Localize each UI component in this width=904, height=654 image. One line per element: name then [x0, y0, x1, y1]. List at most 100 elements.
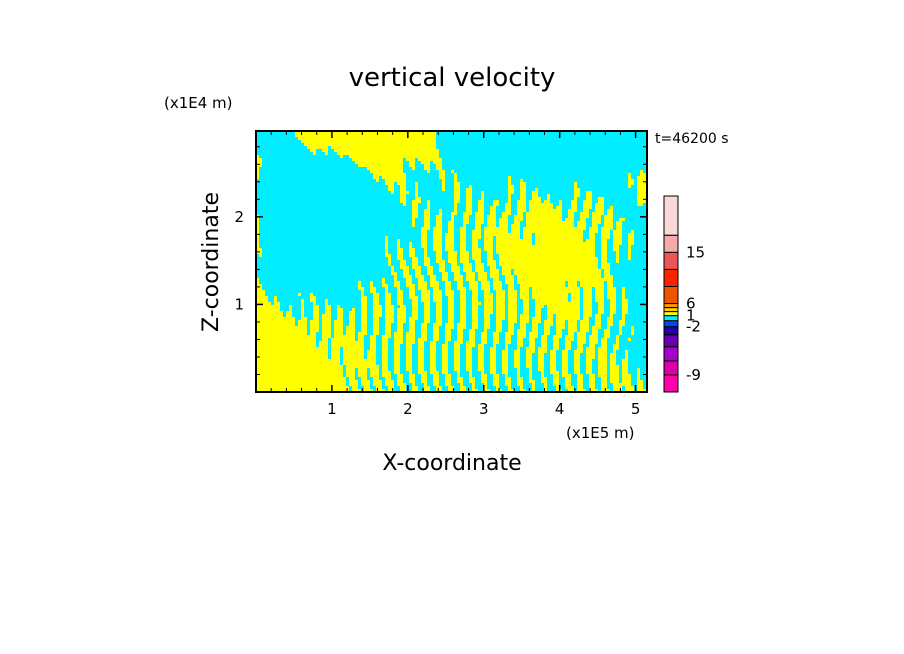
- field-negative-region: [607, 344, 613, 347]
- field-negative-region: [532, 371, 541, 374]
- field-negative-region: [478, 311, 484, 314]
- field-negative-region: [484, 356, 490, 359]
- field-negative-region: [442, 245, 445, 248]
- field-negative-region: [595, 353, 598, 356]
- field-negative-region: [430, 290, 433, 293]
- field-negative-region: [562, 206, 571, 209]
- field-negative-region: [550, 329, 556, 332]
- field-negative-region: [580, 194, 586, 197]
- field-negative-region: [610, 272, 647, 275]
- field-negative-region: [478, 308, 484, 311]
- field-negative-region: [619, 254, 628, 257]
- field-negative-region: [256, 272, 391, 275]
- field-negative-region: [472, 203, 478, 206]
- field-negative-region: [382, 380, 385, 383]
- field-negative-region: [616, 290, 622, 293]
- field-negative-region: [418, 212, 424, 215]
- field-negative-region: [355, 317, 361, 320]
- field-negative-region: [412, 350, 418, 353]
- field-negative-region: [493, 242, 496, 245]
- field-negative-region: [454, 170, 640, 173]
- field-negative-region: [448, 344, 454, 347]
- field-negative-region: [628, 359, 647, 362]
- field-negative-region: [505, 311, 508, 314]
- field-negative-region: [442, 230, 448, 233]
- field-negative-region: [400, 245, 409, 248]
- field-negative-region: [505, 293, 508, 296]
- field-negative-region: [559, 374, 562, 377]
- field-negative-region: [460, 347, 466, 350]
- field-negative-region: [613, 323, 619, 326]
- field-negative-region: [259, 239, 385, 242]
- field-negative-region: [463, 281, 469, 284]
- field-negative-region: [316, 299, 325, 302]
- field-negative-region: [508, 368, 517, 371]
- field-negative-region: [526, 206, 529, 209]
- field-negative-region: [640, 371, 647, 374]
- field-negative-region: [502, 323, 508, 326]
- field-negative-region: [256, 266, 391, 269]
- field-negative-region: [631, 248, 647, 251]
- field-negative-region: [565, 281, 568, 284]
- field-negative-region: [604, 212, 607, 215]
- field-negative-region: [601, 272, 604, 275]
- field-negative-region: [259, 278, 382, 281]
- field-negative-region: [424, 353, 430, 356]
- field-negative-region: [379, 377, 385, 380]
- field-negative-region: [430, 320, 436, 323]
- field-negative-region: [616, 353, 625, 356]
- field-negative-region: [547, 341, 553, 344]
- field-negative-region: [598, 227, 601, 230]
- field-negative-region: [409, 269, 415, 272]
- field-negative-region: [439, 377, 445, 380]
- field-negative-region: [328, 146, 331, 149]
- field-negative-region: [442, 320, 448, 323]
- field-negative-region: [343, 317, 349, 320]
- field-negative-region: [355, 332, 358, 335]
- field-negative-region: [391, 335, 394, 338]
- field-negative-region: [517, 299, 523, 302]
- field-negative-region: [469, 260, 475, 263]
- field-negative-region: [628, 362, 647, 365]
- field-negative-region: [364, 341, 370, 344]
- field-negative-region: [427, 245, 433, 248]
- field-negative-region: [634, 236, 647, 239]
- field-negative-region: [505, 299, 508, 302]
- field-negative-region: [499, 200, 508, 203]
- field-negative-region: [436, 275, 442, 278]
- field-negative-region: [376, 353, 382, 356]
- field-negative-region: [406, 308, 412, 311]
- field-negative-region: [568, 299, 571, 302]
- field-negative-region: [394, 380, 397, 383]
- field-negative-region: [550, 194, 574, 197]
- field-negative-region: [475, 380, 481, 383]
- field-negative-region: [484, 197, 508, 200]
- field-negative-region: [523, 212, 526, 215]
- field-negative-region: [484, 194, 508, 197]
- field-negative-region: [487, 329, 496, 332]
- field-negative-region: [484, 206, 490, 209]
- field-negative-region: [421, 272, 427, 275]
- field-negative-region: [604, 290, 607, 293]
- field-negative-region: [529, 302, 535, 305]
- field-negative-region: [478, 245, 484, 248]
- field-negative-region: [442, 248, 445, 251]
- field-negative-region: [475, 278, 478, 281]
- field-negative-region: [622, 389, 625, 392]
- field-negative-region: [421, 200, 427, 203]
- field-negative-region: [559, 380, 565, 383]
- field-negative-region: [454, 242, 460, 245]
- field-negative-region: [442, 257, 448, 260]
- field-negative-region: [388, 245, 397, 248]
- field-negative-region: [526, 197, 532, 200]
- field-negative-region: [511, 209, 517, 212]
- field-negative-region: [484, 215, 487, 218]
- field-negative-region: [631, 377, 637, 380]
- field-negative-region: [616, 305, 622, 308]
- field-negative-region: [526, 185, 574, 188]
- field-negative-region: [586, 341, 589, 344]
- field-negative-region: [265, 293, 298, 296]
- field-negative-region: [436, 353, 442, 356]
- field-negative-region: [466, 299, 472, 302]
- field-negative-region: [505, 302, 508, 305]
